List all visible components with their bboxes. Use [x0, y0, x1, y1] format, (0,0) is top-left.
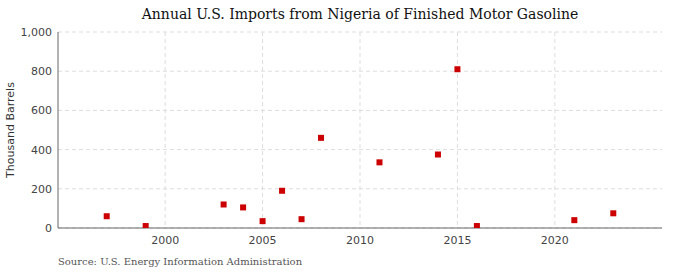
point: [240, 204, 246, 210]
point: [279, 188, 285, 194]
y-tick-label: 1,000: [21, 26, 53, 39]
y-axis-label: Thousand Barrels: [4, 82, 17, 179]
title: Annual U.S. Imports from Nigeria of Fini…: [141, 6, 579, 22]
y-grid-line: [58, 149, 662, 150]
x-grid-line: [554, 32, 555, 228]
y-tick-label: 600: [31, 104, 52, 117]
x-grid-line: [262, 32, 263, 228]
x-tick-label: 2000: [151, 234, 179, 247]
point: [376, 159, 382, 165]
x-tick-label: 2020: [541, 234, 569, 247]
point: [474, 223, 480, 228]
points: [104, 66, 617, 228]
point: [299, 216, 305, 222]
point: [104, 213, 110, 219]
point: [260, 218, 266, 224]
x-tick-label: 2005: [249, 234, 277, 247]
point: [318, 135, 324, 141]
x-grid-line: [457, 32, 458, 228]
point: [454, 66, 460, 72]
point: [571, 217, 577, 223]
y-tick-label: 200: [31, 183, 52, 196]
point: [221, 201, 227, 207]
source-note: Source: U.S. Energy Information Administ…: [58, 256, 303, 267]
y-tick-label: 400: [31, 144, 52, 157]
y-axis-line: [58, 32, 59, 228]
grid: [58, 32, 662, 228]
point: [610, 210, 616, 216]
x-tick-label: 2010: [346, 234, 374, 247]
y-tick-label: 0: [45, 222, 52, 235]
x-tick-label: 2015: [443, 234, 471, 247]
x-grid-line: [360, 32, 361, 228]
y-tick-label: 800: [31, 65, 52, 78]
chart: 0 200 400 600 800 1,000 2000 2005 2010 2015 2020 An…: [0, 0, 675, 275]
point: [435, 152, 441, 158]
point: [143, 223, 149, 228]
x-grid-line: [165, 32, 166, 228]
